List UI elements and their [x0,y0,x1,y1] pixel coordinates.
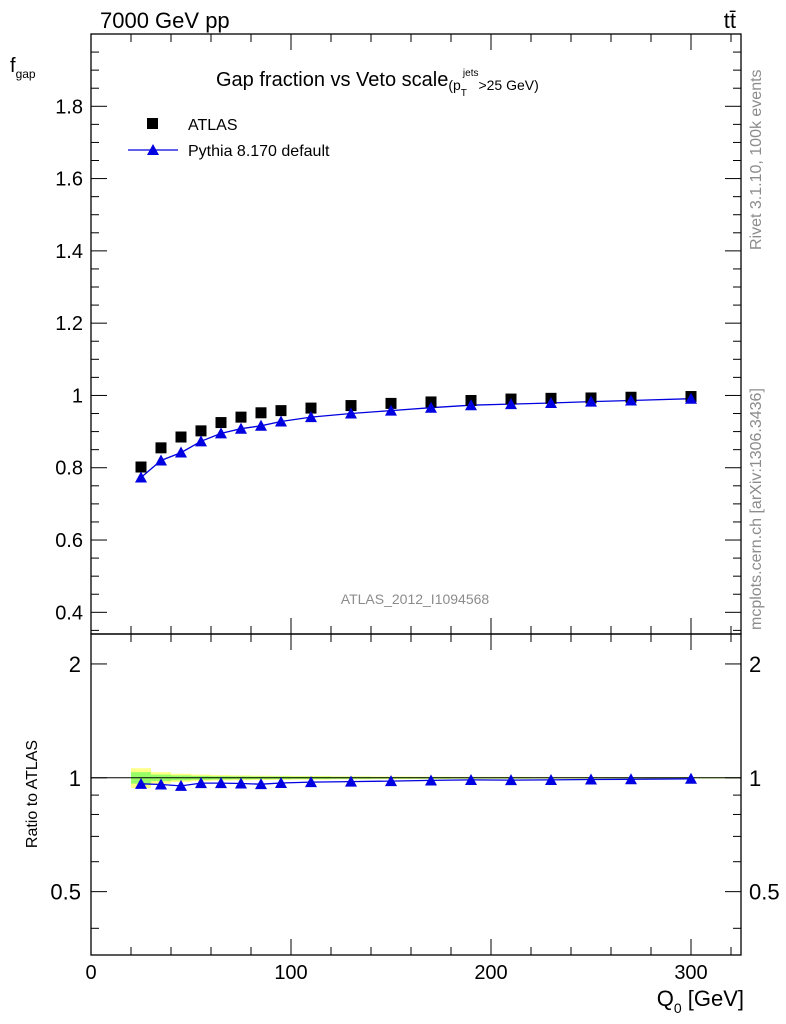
legend-pythia-marker [147,144,159,155]
pythia-ratio-point [425,774,437,786]
legend-pythia-label: Pythia 8.170 default [188,143,330,160]
pythia-ratio-point [505,774,517,786]
pythia-ratio-point [685,772,697,784]
main-y-tick-label: 1.6 [55,169,83,191]
pythia-data-point [305,411,317,423]
pythia-data-point [175,446,187,458]
title-suffix-sub: T [461,88,467,99]
atlas-data-point [385,397,397,409]
pythia-ratio-point [385,775,397,787]
header-right-label: tt̄ [724,8,736,33]
main-y-tick-label: 0.4 [55,602,83,624]
ratio-y-tick-label-right: 0.5 [749,880,780,905]
pythia-ratio-point [345,775,357,787]
ratio-plot-frame [90,633,742,956]
main-y-axis-label: fgap [10,55,36,81]
title-suffix-close: >25 GeV) [478,77,538,93]
ratio-y-tick-label-right: 2 [749,652,761,677]
atlas-data-point [155,442,167,454]
pythia-ratio-point [255,778,267,790]
legend-atlas-label: ATLAS [188,117,238,134]
pythia-ratio-point [585,773,597,785]
pythia-ratio-point [235,777,247,789]
atlas-data-point [195,425,207,437]
x-axis-label: Q0 [GeV] [657,986,744,1016]
x-tick-label: 300 [674,962,707,984]
legend-atlas-marker [147,118,158,129]
pythia-data-point [425,401,437,413]
pythia-data-point [235,422,247,434]
pythia-data-point [505,398,517,410]
pythia-data-point [155,454,167,466]
atlas-data-point [345,400,357,412]
main-y-tick-label: 1.8 [55,96,83,118]
main-title: Gap fraction vs Veto scale(pTjets>25 GeV… [216,68,539,99]
title-suffix-sup: jets [462,68,479,79]
pythia-ratio-point [195,777,207,789]
pythia-data-point [255,419,267,431]
ratio-panel: 0.5 0.5 1 1 2 2 0 100 200 300 Ratio to ATLAS Q0 [… [24,633,780,1016]
pythia-data-point [625,394,637,406]
pythia-ratio-point [215,777,227,789]
atlas-data-point [235,411,247,423]
ratio-y-tick-label: 2 [69,652,81,677]
pythia-ratio-point [465,773,477,785]
x-tick-label: 0 [85,962,96,984]
main-y-tick-label: 1 [72,385,83,407]
pythia-data-point [215,427,227,439]
x-tick-label: 100 [274,962,307,984]
pythia-ratio-point [135,777,147,789]
pythia-data-point [135,471,147,483]
ratio-y-tick-label: 1 [69,766,81,791]
pythia-data-point [275,415,287,427]
legend: ATLAS Pythia 8.170 default [128,117,330,160]
pythia-data-point [545,397,557,409]
atlas-data-point [175,431,187,443]
x-tick-label: 200 [474,962,507,984]
atlas-data-point [275,405,287,417]
atlas-data-point [215,417,227,429]
title-suffix-open: (p [448,77,461,93]
main-y-tick-label: 0.6 [55,530,83,552]
main-y-tick-label: 1.2 [55,313,83,335]
main-panel: 0.4 0.6 0.8 1 1.2 1.4 1.6 1.8 Gap fraction vs V… [10,33,742,635]
main-y-tick-label: 0.8 [55,458,83,480]
pythia-data-point [345,407,357,419]
analysis-watermark: ATLAS_2012_I1094568 [341,591,490,607]
pythia-ratio-point [625,773,637,785]
ratio-y-axis-label: Ratio to ATLAS [24,740,41,848]
rivet-version-label: Rivet 3.1.10, 100k events [748,69,765,250]
ratio-y-tick-label-right: 1 [749,766,761,791]
pythia-ratio-point [305,776,317,788]
ratio-y-tick-label: 0.5 [50,880,81,905]
mcplots-reference-label: mcplots.cern.ch [arXiv:1306.3436] [748,388,765,630]
pythia-ratio-point [175,779,187,791]
main-y-tick-label: 1.4 [55,241,83,263]
atlas-data-point [305,402,317,414]
pythia-data-point [385,404,397,416]
pythia-data-point [685,392,697,404]
pythia-data-point [585,395,597,407]
header-left-label: 7000 GeV pp [100,8,230,33]
pythia-ratio-point [545,773,557,785]
pythia-ratio-point [155,778,167,790]
pythia-ratio-point [275,776,287,788]
pythia-data-point [465,399,477,411]
atlas-data-point [135,461,147,473]
pythia-data-point [195,435,207,447]
atlas-data-point [255,407,267,419]
